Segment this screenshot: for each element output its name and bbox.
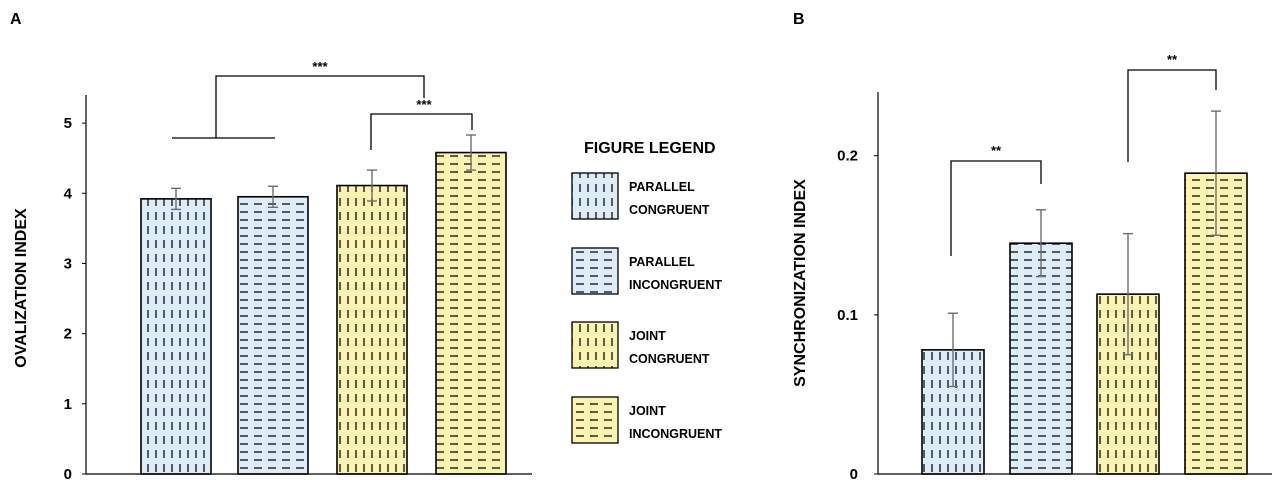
significance-label: ***: [312, 59, 328, 74]
significance-bracket: [1127, 69, 1217, 162]
significance-label: **: [1167, 52, 1178, 67]
legend-label-line2: INCONGRUENT: [629, 427, 722, 441]
legend-label-line2: INCONGRUENT: [629, 278, 722, 292]
panel-a-axes: [85, 95, 532, 475]
panel-b-y-ticks: 0 0.1 0.2: [837, 148, 878, 480]
panel-b-y-axis-title: SYNCHRONIZATION INDEX: [792, 179, 809, 387]
panel-b-letter: B: [793, 11, 805, 28]
significance-label: ***: [416, 97, 432, 112]
y-tick-label: 0.2: [837, 148, 858, 165]
legend-items: PARALLEL CONGRUENT PARALLEL INCONGRUENT JOIN…: [571, 172, 722, 444]
legend-label-line2: CONGRUENT: [629, 352, 710, 366]
y-tick-label: 0: [850, 466, 858, 480]
bar: [1009, 242, 1073, 475]
significance-bracket: [950, 160, 1042, 256]
legend-label-line1: JOINT: [629, 404, 666, 418]
legend-swatch: [571, 172, 619, 220]
panel-a: A OVALIZATION INDEX 0 1 2 3 4 5 *** ***: [10, 11, 532, 480]
panel-a-y-axis-title: OVALIZATION INDEX: [13, 208, 30, 368]
panel-a-letter: A: [10, 11, 22, 28]
legend-label-line1: PARALLEL: [629, 180, 695, 194]
panel-b-bars: [921, 110, 1248, 475]
legend-label-line2: CONGRUENT: [629, 203, 710, 217]
bar: [336, 184, 408, 475]
bar: [435, 151, 507, 475]
y-tick-label: 4: [64, 185, 73, 202]
significance-label: **: [991, 143, 1002, 158]
panel-a-significance: *** ***: [172, 59, 473, 150]
legend-label-line1: PARALLEL: [629, 255, 695, 269]
panel-b-significance: ** **: [950, 52, 1217, 256]
legend-title: FIGURE LEGEND: [584, 140, 716, 157]
y-tick-label: 3: [64, 255, 72, 272]
legend-swatch: [571, 247, 619, 295]
y-tick-label: 1: [64, 396, 72, 413]
figure-legend: FIGURE LEGEND PARALLEL CONGRUENT PARALLEL I…: [571, 140, 722, 444]
panel-a-y-ticks: 0 1 2 3 4 5: [64, 115, 86, 480]
panel-b: B SYNCHRONIZATION INDEX 0 0.1 0.2 ** **: [792, 11, 1272, 480]
bar: [140, 198, 212, 475]
significance-bracket: [215, 75, 425, 138]
y-tick-label: 0: [64, 466, 72, 480]
y-tick-label: 5: [64, 115, 72, 132]
y-tick-label: 2: [64, 326, 72, 343]
legend-label-line1: JOINT: [629, 329, 666, 343]
y-tick-label: 0.1: [837, 307, 858, 324]
legend-swatch: [571, 396, 619, 444]
panel-a-bars: [140, 134, 507, 475]
legend-swatch: [571, 321, 619, 369]
bar: [237, 195, 309, 475]
significance-bracket: [370, 113, 473, 150]
panel-b-axes: [877, 92, 1272, 475]
